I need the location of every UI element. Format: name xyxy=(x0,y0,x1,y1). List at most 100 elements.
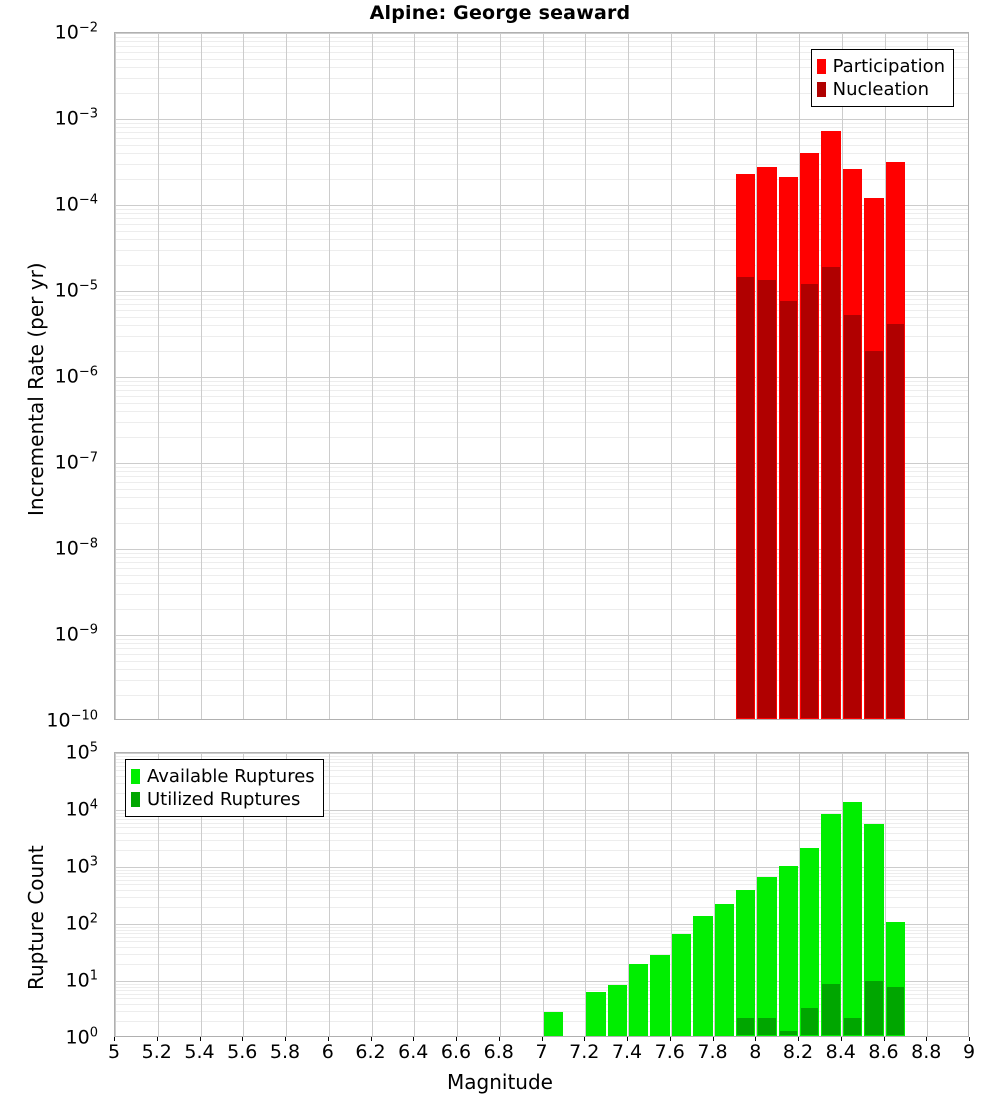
gridline-minor xyxy=(115,294,968,296)
gridline-vertical xyxy=(841,753,843,1036)
bar-segment-secondary xyxy=(779,1030,797,1035)
y-tick-label-bottom: 101 xyxy=(65,968,98,992)
x-tick-label: 7.6 xyxy=(654,1041,685,1063)
gridline-minor xyxy=(115,953,968,955)
bar xyxy=(800,153,820,719)
chart-panel-rupture-count: Available Ruptures Utilized Ruptures xyxy=(114,752,969,1037)
x-tick-mark xyxy=(199,1037,201,1041)
bar xyxy=(821,131,841,719)
gridline-vertical xyxy=(542,33,544,719)
bar-segment-secondary xyxy=(843,315,862,718)
gridline-minor xyxy=(115,224,968,226)
legend-item: Utilized Ruptures xyxy=(131,788,315,811)
gridline-minor xyxy=(115,93,968,95)
x-tick-mark xyxy=(798,1037,799,1041)
gridline-major xyxy=(115,635,968,636)
chart-panel-participation-nucleation: Participation Nucleation xyxy=(114,32,969,720)
gridline-minor xyxy=(115,411,968,413)
gridline-vertical xyxy=(799,33,800,719)
x-tick-label: 8 xyxy=(749,1041,762,1063)
gridline-vertical xyxy=(670,753,672,1036)
gridline-minor xyxy=(115,421,968,423)
gridline-minor xyxy=(115,52,968,54)
gridline-minor xyxy=(115,695,968,697)
gridline-minor xyxy=(115,770,968,772)
bar xyxy=(735,889,756,1036)
legend-item-label: Participation xyxy=(832,55,945,77)
gridline-major xyxy=(115,119,968,120)
grid-bottom xyxy=(115,753,968,1036)
gridline-minor xyxy=(115,815,968,817)
gridline-minor xyxy=(115,574,968,576)
x-tick-label: 6.6 xyxy=(440,1041,472,1063)
legend-color-swatch xyxy=(131,792,140,807)
legend-color-swatch xyxy=(816,82,826,97)
gridline-vertical xyxy=(286,33,287,719)
bar-segment-secondary xyxy=(801,1007,819,1035)
gridline-minor xyxy=(115,488,968,490)
gridline-vertical xyxy=(628,753,629,1036)
gridline-minor xyxy=(115,335,968,337)
gridline-minor xyxy=(115,679,968,681)
bar xyxy=(778,177,798,719)
x-tick-mark xyxy=(627,1037,628,1041)
bar xyxy=(778,866,798,1036)
gridline-minor xyxy=(115,638,968,640)
legend-item-label: Available Ruptures xyxy=(147,765,315,787)
x-tick-mark xyxy=(669,1037,671,1041)
gridline-minor xyxy=(115,138,968,140)
bar xyxy=(543,1012,563,1036)
gridline-minor xyxy=(115,437,968,439)
x-tick-label: 5.8 xyxy=(269,1041,301,1063)
bar-segment-secondary xyxy=(779,301,797,718)
gridline-minor xyxy=(115,552,968,554)
gridline-vertical xyxy=(799,753,800,1036)
x-tick-mark xyxy=(584,1037,586,1041)
gridline-minor xyxy=(115,497,968,499)
gridline-vertical xyxy=(585,33,587,719)
gridline-minor xyxy=(115,466,968,468)
y-tick-label-bottom: 104 xyxy=(65,797,98,821)
gridline-minor xyxy=(115,1003,968,1005)
gridline-minor xyxy=(115,875,968,877)
legend-bottom: Available Ruptures Utilized Ruptures xyxy=(125,759,324,817)
gridline-vertical xyxy=(328,753,330,1036)
gridline-minor xyxy=(115,583,968,585)
bar xyxy=(864,197,884,719)
y-tick-label-top: 10−8 xyxy=(54,536,98,560)
gridline-vertical xyxy=(756,753,758,1036)
x-tick-mark xyxy=(498,1037,500,1041)
x-tick-label: 6.4 xyxy=(398,1041,429,1063)
x-tick-mark xyxy=(755,1037,757,1041)
gridline-minor xyxy=(115,325,968,327)
bar xyxy=(864,824,884,1036)
gridline-minor xyxy=(115,832,968,834)
gridline-minor xyxy=(115,936,968,938)
gridline-minor xyxy=(115,879,968,881)
x-tick-mark xyxy=(242,1037,244,1041)
gridline-major xyxy=(115,205,968,206)
y-tick-label-bottom: 102 xyxy=(65,911,98,935)
gridline-minor xyxy=(115,839,968,841)
gridline-vertical xyxy=(328,33,330,719)
page-title: Alpine: George seaward xyxy=(369,2,631,24)
y-tick-label-top: 10−10 xyxy=(46,708,98,732)
gridline-major xyxy=(115,867,968,868)
legend-color-swatch xyxy=(131,769,140,784)
bar xyxy=(586,991,606,1036)
gridline-minor xyxy=(115,986,968,988)
x-tick-label: 6.2 xyxy=(355,1041,386,1063)
gridline-vertical xyxy=(841,33,843,719)
gridline-minor xyxy=(115,390,968,392)
x-tick-label: 7.2 xyxy=(569,1041,600,1063)
gridline-minor xyxy=(115,593,968,595)
gridline-minor xyxy=(115,827,968,829)
gridline-vertical xyxy=(157,753,159,1036)
gridline-minor xyxy=(115,67,968,69)
gridline-minor xyxy=(115,660,968,662)
x-tick-mark xyxy=(541,1037,543,1041)
gridline-vertical xyxy=(200,753,202,1036)
gridline-vertical xyxy=(927,753,929,1036)
gridline-minor xyxy=(115,669,968,671)
gridline-minor xyxy=(115,380,968,382)
